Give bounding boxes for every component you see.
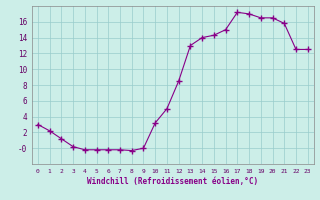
X-axis label: Windchill (Refroidissement éolien,°C): Windchill (Refroidissement éolien,°C) — [87, 177, 258, 186]
